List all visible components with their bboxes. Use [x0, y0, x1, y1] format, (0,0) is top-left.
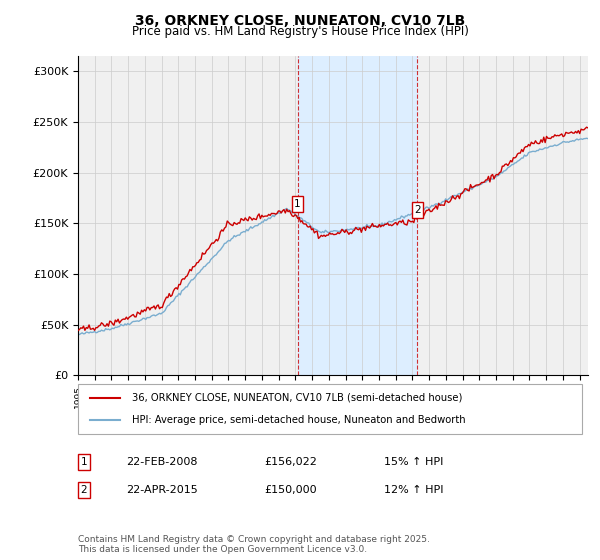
Text: £150,000: £150,000 — [264, 485, 317, 495]
Text: 36, ORKNEY CLOSE, NUNEATON, CV10 7LB (semi-detached house): 36, ORKNEY CLOSE, NUNEATON, CV10 7LB (se… — [132, 393, 463, 403]
Text: 12% ↑ HPI: 12% ↑ HPI — [384, 485, 443, 495]
Text: 36, ORKNEY CLOSE, NUNEATON, CV10 7LB: 36, ORKNEY CLOSE, NUNEATON, CV10 7LB — [135, 14, 465, 28]
Text: Price paid vs. HM Land Registry's House Price Index (HPI): Price paid vs. HM Land Registry's House … — [131, 25, 469, 38]
Bar — [298, 56, 418, 375]
Text: Contains HM Land Registry data © Crown copyright and database right 2025.
This d: Contains HM Land Registry data © Crown c… — [78, 535, 430, 554]
Text: 22-FEB-2008: 22-FEB-2008 — [126, 457, 197, 467]
Text: 22-APR-2015: 22-APR-2015 — [126, 485, 198, 495]
Text: £156,022: £156,022 — [264, 457, 317, 467]
Text: HPI: Average price, semi-detached house, Nuneaton and Bedworth: HPI: Average price, semi-detached house,… — [132, 415, 466, 425]
Text: 1: 1 — [294, 199, 301, 209]
Text: 2: 2 — [80, 485, 88, 495]
Text: 15% ↑ HPI: 15% ↑ HPI — [384, 457, 443, 467]
Text: 1: 1 — [80, 457, 88, 467]
Text: 2: 2 — [414, 205, 421, 215]
